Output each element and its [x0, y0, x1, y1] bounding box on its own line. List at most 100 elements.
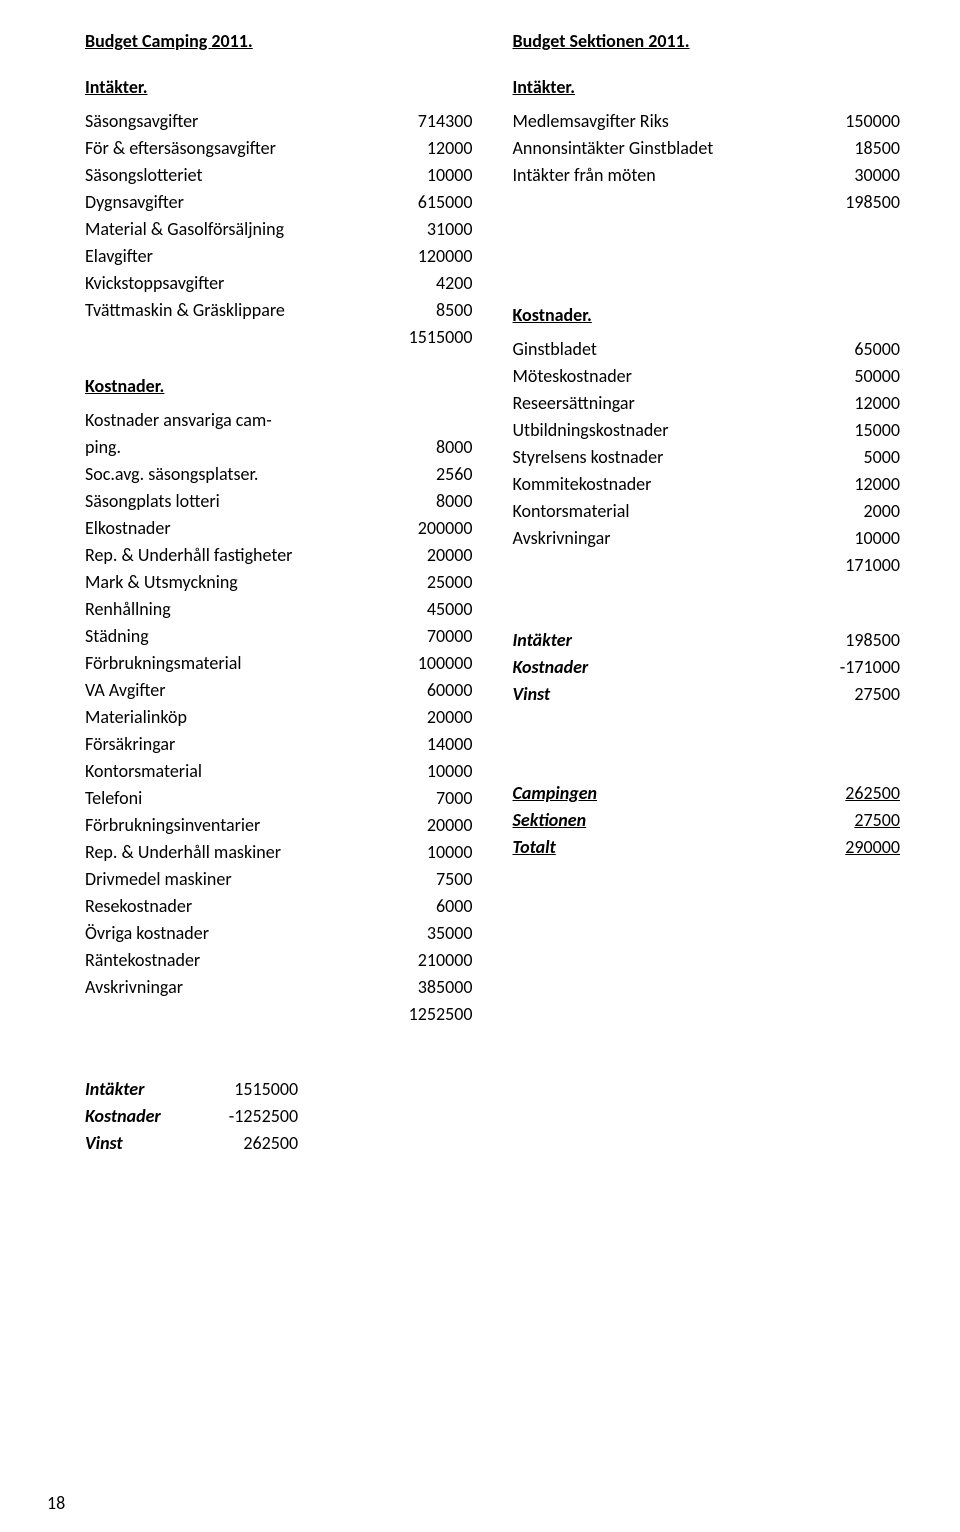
summary-row: Kostnader -171000 [513, 654, 901, 681]
table-row: Telefoni 7000 [85, 785, 473, 812]
row-value: 31000 [393, 216, 473, 243]
row-label: Rep. & Underhåll fastigheter [85, 542, 300, 569]
table-row: Räntekostnader 210000 [85, 947, 473, 974]
right-summary2: Campingen262500 Sektionen 27500 Totalt290… [513, 780, 901, 861]
row-value: 12000 [393, 135, 473, 162]
columns: Budget Camping 2011. Intäkter. Säsongsav… [85, 30, 900, 1157]
row-value: 100000 [393, 650, 473, 677]
row-value: 262500 [218, 1130, 298, 1157]
table-row: Soc.avg. säsongsplatser.2560 [85, 461, 473, 488]
row-label: Reseersättningar [513, 390, 643, 417]
row-label [513, 552, 521, 579]
table-row: Rep. & Underhåll fastigheter 20000 [85, 542, 473, 569]
row-value: 20000 [393, 542, 473, 569]
table-row: Intäkter från möten30000 [513, 162, 901, 189]
row-value: 615000 [393, 189, 473, 216]
table-row: Elkostnader 200000 [85, 515, 473, 542]
table-row: Ginstbladet65000 [513, 336, 901, 363]
table-row: Medlemsavgifter Riks150000 [513, 108, 901, 135]
summary-row: Intäkter1515000 [85, 1076, 298, 1103]
table-row: Övriga kostnader35000 [85, 920, 473, 947]
row-value: 7000 [393, 785, 473, 812]
summary-row: Campingen262500 [513, 780, 901, 807]
table-row: Avskrivningar10000 [513, 525, 901, 552]
table-row: Säsongplats lotteri8000 [85, 488, 473, 515]
table-row: Dygnsavgifter 615000 [85, 189, 473, 216]
row-value: 210000 [393, 947, 473, 974]
table-row: ping. 8000 [85, 434, 473, 461]
row-value: 18500 [820, 135, 900, 162]
row-label: För & eftersäsongsavgifter [85, 135, 284, 162]
row-value: 35000 [393, 920, 473, 947]
table-row: Städning70000 [85, 623, 473, 650]
row-label: Kostnader [85, 1103, 169, 1130]
row-label: Kostnader ansvariga cam- [85, 407, 280, 434]
row-label: Drivmedel maskiner [85, 866, 240, 893]
summary-row: Intäkter198500 [513, 627, 901, 654]
row-label: Möteskostnader [513, 363, 640, 390]
table-row: För & eftersäsongsavgifter 12000 [85, 135, 473, 162]
left-title: Budget Camping 2011. [85, 30, 473, 52]
row-value: 8500 [393, 297, 473, 324]
row-value: 200000 [393, 515, 473, 542]
row-label: Resekostnader [85, 893, 200, 920]
table-row: Säsongsavgifter714300 [85, 108, 473, 135]
row-label: Kostnader [513, 654, 597, 681]
right-kostnader-heading: Kostnader. [513, 304, 901, 326]
summary-row: Vinst27500 [513, 681, 901, 708]
table-row: Säsongslotteriet10000 [85, 162, 473, 189]
document-page: Budget Camping 2011. Intäkter. Säsongsav… [0, 0, 960, 1197]
row-value: 50000 [820, 363, 900, 390]
row-label [85, 324, 93, 351]
row-label: Campingen [513, 780, 606, 807]
summary-row: Totalt290000 [513, 834, 901, 861]
row-label: Telefoni [85, 785, 150, 812]
row-value: 27500 [820, 807, 900, 834]
total-row: 171000 [513, 552, 901, 579]
row-value: -171000 [820, 654, 900, 681]
table-row: Material & Gasolförsäljning 31000 [85, 216, 473, 243]
row-value: 65000 [820, 336, 900, 363]
table-row: Styrelsens kostnader5000 [513, 444, 901, 471]
row-value: -1252500 [218, 1103, 298, 1130]
row-label: Vinst [85, 1130, 131, 1157]
row-label: Material & Gasolförsäljning [85, 216, 292, 243]
row-value: 150000 [820, 108, 900, 135]
row-label: Annonsintäkter Ginstbladet [513, 135, 722, 162]
row-value: 10000 [393, 758, 473, 785]
row-value: 120000 [393, 243, 473, 270]
row-label: Sektionen [513, 807, 595, 834]
row-value: 4200 [393, 270, 473, 297]
row-value: 714300 [393, 108, 473, 135]
row-value: 385000 [393, 974, 473, 1001]
row-value: 14000 [393, 731, 473, 758]
table-row: Elavgifter120000 [85, 243, 473, 270]
row-label: Dygnsavgifter [85, 189, 192, 216]
row-value: 8000 [393, 434, 473, 461]
page-number: 18 [47, 1492, 65, 1514]
row-label: Räntekostnader [85, 947, 208, 974]
row-label: Renhållning [85, 596, 179, 623]
table-row: Förbrukningsmaterial 100000 [85, 650, 473, 677]
row-label [85, 1001, 93, 1028]
row-value: 70000 [393, 623, 473, 650]
table-row: Kontorsmaterial2000 [513, 498, 901, 525]
row-value: 12000 [820, 471, 900, 498]
row-value: 12000 [820, 390, 900, 417]
summary-row: Sektionen 27500 [513, 807, 901, 834]
table-row: Kontorsmaterial10000 [85, 758, 473, 785]
table-row: Förbrukningsinventarier20000 [85, 812, 473, 839]
row-label: Elkostnader [85, 515, 179, 542]
row-label: VA Avgifter [85, 677, 174, 704]
row-label: Kvickstoppsavgifter [85, 270, 232, 297]
row-label: ping. [85, 434, 129, 461]
row-label: Förbrukningsmaterial [85, 650, 250, 677]
row-label [513, 189, 521, 216]
table-row: Materialinköp20000 [85, 704, 473, 731]
row-value: 10000 [820, 525, 900, 552]
row-label: Soc.avg. säsongsplatser. [85, 461, 266, 488]
left-kostnader-heading: Kostnader. [85, 375, 473, 397]
table-row: Tvättmaskin & Gräsklippare8500 [85, 297, 473, 324]
table-row: Drivmedel maskiner7500 [85, 866, 473, 893]
row-label: Avskrivningar [85, 974, 191, 1001]
